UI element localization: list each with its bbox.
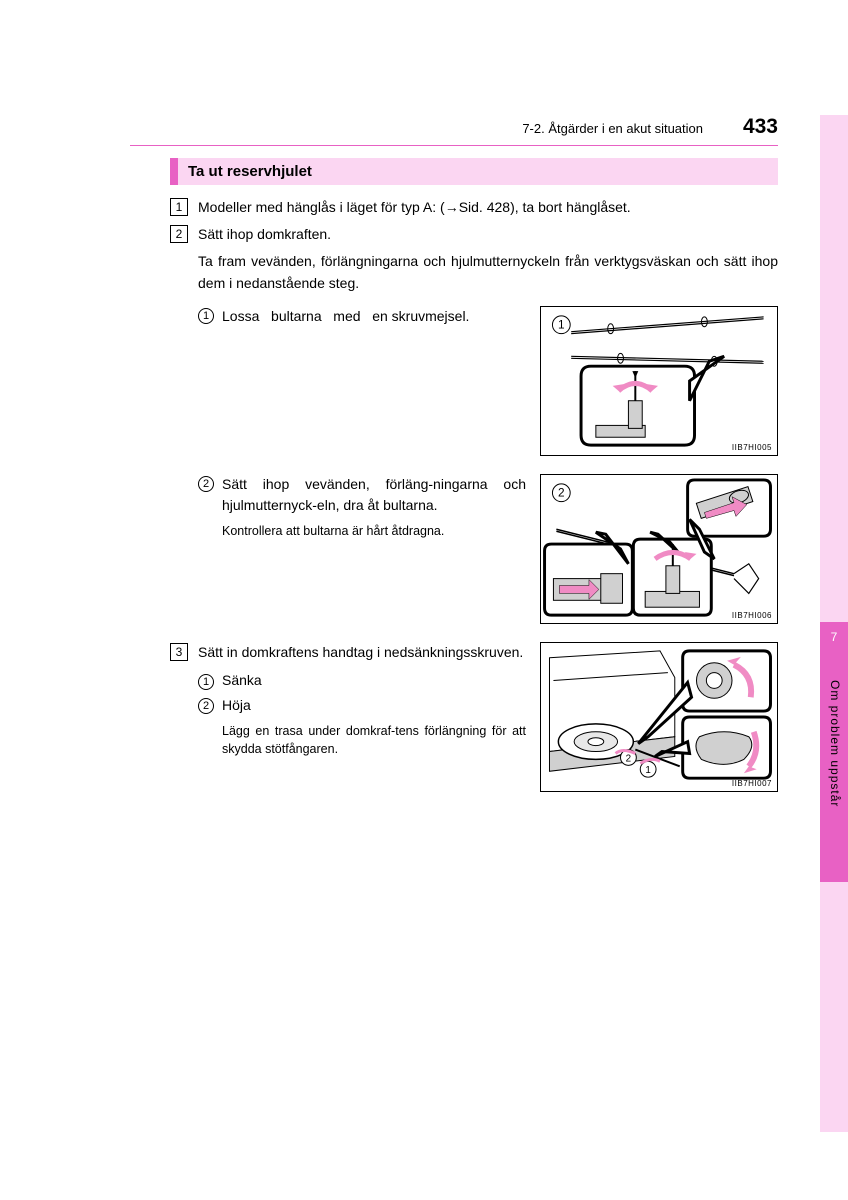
illus-2-code: IIB7HI006 bbox=[732, 611, 772, 620]
step-3-row: 3 Sätt in domkraftens handtag i nedsänkn… bbox=[170, 642, 526, 663]
side-tab: 7 Om problem uppstår bbox=[820, 0, 848, 1200]
step-3-opt2-text: Höja bbox=[222, 694, 251, 716]
illus-3-code: IIB7HI007 bbox=[732, 779, 772, 788]
illus3-marker1: 1 bbox=[645, 766, 650, 777]
step-3-note: Lägg en trasa under domkraf-tens förläng… bbox=[222, 722, 526, 758]
side-tab-chapter-title: Om problem uppstår bbox=[828, 680, 842, 807]
step-2-text: Sätt ihop domkraften. bbox=[198, 224, 778, 245]
substep-2: 2 Sätt ihop vevänden, förläng-ningarna o… bbox=[198, 474, 778, 624]
illustration-2: 2 IIB7HI006 bbox=[540, 474, 778, 624]
illus2-marker: 2 bbox=[558, 486, 565, 500]
step-3-options: 1 Sänka 2 Höja bbox=[198, 669, 526, 716]
section-label: 7-2. Åtgärder i en akut situation bbox=[522, 121, 703, 136]
step-number-box: 2 bbox=[170, 225, 188, 243]
step-3-text: Sätt in domkraftens handtag i nedsänknin… bbox=[198, 642, 526, 663]
circle-number: 1 bbox=[198, 674, 214, 690]
substep-2-note: Kontrollera att bultarna är hårt åtdragn… bbox=[222, 522, 526, 540]
step-3-opt1-text: Sänka bbox=[222, 669, 262, 691]
step-3-opt1: 1 Sänka bbox=[198, 669, 526, 691]
substep-2-text-col: 2 Sätt ihop vevänden, förläng-ningarna o… bbox=[198, 474, 540, 624]
step-3-text-col: 3 Sätt in domkraftens handtag i nedsänkn… bbox=[170, 642, 540, 792]
circle-number: 1 bbox=[198, 308, 214, 324]
substep-1-text-col: 1 Lossa bultarna med en skruvmejsel. bbox=[198, 306, 540, 456]
side-tab-chapter-num: 7 bbox=[820, 630, 848, 644]
content-area: Ta ut reservhjulet 1 Modeller med hänglå… bbox=[170, 158, 778, 792]
step-2-para: Ta fram vevänden, förlängningarna och hj… bbox=[198, 251, 778, 294]
illus-3-svg: 1 2 bbox=[541, 643, 777, 791]
page-header: 7-2. Åtgärder i en akut situation 433 bbox=[130, 115, 778, 145]
substep-2-head: 2 Sätt ihop vevänden, förläng-ningarna o… bbox=[198, 474, 526, 516]
substep-1-text: Lossa bultarna med en skruvmejsel. bbox=[222, 306, 469, 327]
arrow-icon: → bbox=[445, 199, 459, 215]
illus3-marker2: 2 bbox=[626, 754, 631, 765]
page: 7 Om problem uppstår 7-2. Åtgärder i en … bbox=[0, 0, 848, 1200]
step-3-opt2: 2 Höja bbox=[198, 694, 526, 716]
step-number-box: 1 bbox=[170, 198, 188, 216]
illus-2-svg: 2 bbox=[541, 475, 777, 623]
illus-1-code: IIB7HI005 bbox=[732, 443, 772, 452]
illustration-1: 1 IIB7HI005 bbox=[540, 306, 778, 456]
header-rule bbox=[130, 145, 778, 146]
section-title: Ta ut reservhjulet bbox=[170, 158, 778, 185]
step-1-post: ), ta bort hänglåset. bbox=[510, 199, 631, 215]
step-1-text: Modeller med hänglås i läget för typ A: … bbox=[198, 197, 778, 218]
illustration-3: 1 2 IIB7HI007 bbox=[540, 642, 778, 792]
illus-1-svg: 1 bbox=[541, 307, 777, 455]
step-3: 3 Sätt in domkraftens handtag i nedsänkn… bbox=[170, 642, 778, 792]
circle-number: 2 bbox=[198, 698, 214, 714]
step-2: 2 Sätt ihop domkraften. bbox=[170, 224, 778, 245]
page-number: 433 bbox=[743, 115, 778, 139]
circle-number: 2 bbox=[198, 476, 214, 492]
substep-2-text: Sätt ihop vevänden, förläng-ningarna och… bbox=[222, 474, 526, 516]
substep-1: 1 Lossa bultarna med en skruvmejsel. bbox=[198, 306, 778, 456]
step-1: 1 Modeller med hänglås i läget för typ A… bbox=[170, 197, 778, 218]
substep-1-head: 1 Lossa bultarna med en skruvmejsel. bbox=[198, 306, 526, 327]
illus1-marker: 1 bbox=[558, 318, 565, 332]
step-1-pre: Modeller med hänglås i läget för typ A: … bbox=[198, 199, 445, 215]
step-1-link: Sid. 428 bbox=[459, 199, 510, 215]
step-number-box: 3 bbox=[170, 643, 188, 661]
